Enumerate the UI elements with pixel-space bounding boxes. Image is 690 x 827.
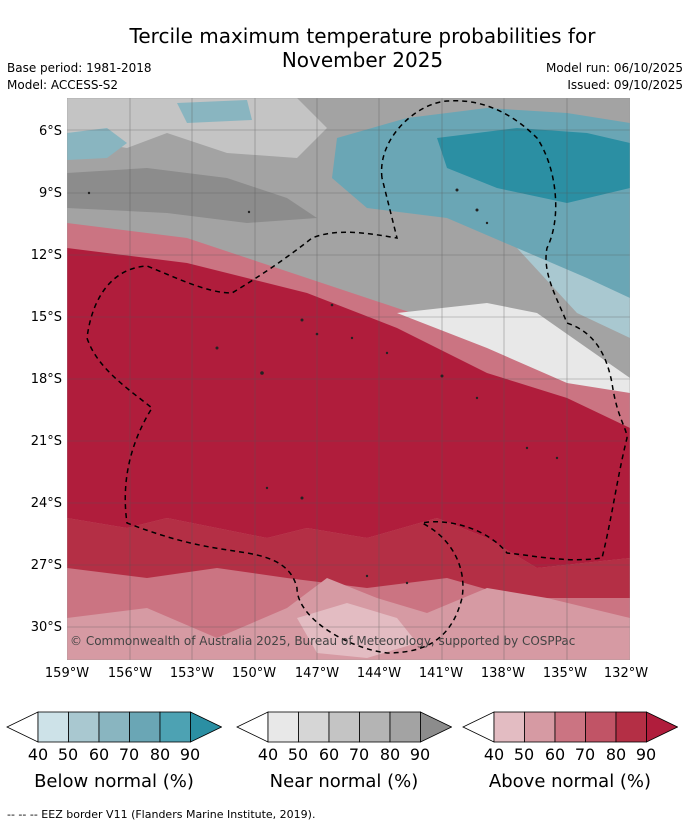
- cbar-tick: 50: [287, 745, 309, 764]
- cbar-segment: [37, 711, 69, 743]
- eez-legend-note: -- -- -- EEZ border V11 (Flanders Marine…: [7, 808, 316, 821]
- cbar-tick: 90: [409, 745, 431, 764]
- lon-label: 147°W: [294, 666, 340, 681]
- cbar-tick: 60: [88, 745, 110, 764]
- cbar-tick: 90: [179, 745, 201, 764]
- near-normal-pale: [397, 303, 630, 393]
- above-normal-80: [67, 518, 630, 598]
- cbar-segment: [359, 711, 391, 743]
- probability-map: [67, 98, 630, 660]
- islands: [87, 188, 559, 585]
- cbar-segment: [328, 711, 360, 743]
- below-normal-light: [517, 248, 630, 338]
- lon-label: 153°W: [169, 666, 215, 681]
- lat-label: 21°S: [30, 434, 62, 449]
- below-normal-core: [437, 128, 630, 203]
- lat-label: 27°S: [30, 558, 62, 573]
- issued-date: Issued: 09/10/2025: [567, 78, 683, 92]
- colorbar-below-title: Below normal (%): [34, 771, 194, 792]
- cbar-tick: 80: [149, 745, 171, 764]
- colorbar-above-title: Above normal (%): [488, 771, 652, 792]
- cbar-segment: [554, 711, 586, 743]
- colorbar-below: [6, 711, 222, 743]
- above-normal-50: [297, 603, 417, 658]
- cbar-extend-high: [190, 711, 222, 743]
- colorbar-near-title: Near normal (%): [269, 771, 419, 792]
- cbar-segment: [493, 711, 525, 743]
- cbar-tick: 70: [348, 745, 370, 764]
- copyright-notice: © Commonwealth of Australia 2025, Bureau…: [70, 634, 576, 648]
- lon-label: 132°W: [603, 666, 649, 681]
- cbar-tick: 60: [318, 745, 340, 764]
- cbar-segment: [159, 711, 191, 743]
- title-line-1: Tercile maximum temperature probabilitie…: [129, 24, 596, 48]
- cbar-tick: 50: [513, 745, 535, 764]
- meta-right: Model run: 06/10/2025 Issued: 09/10/2025: [546, 60, 683, 94]
- cbar-segment: [615, 711, 647, 743]
- lat-label: 18°S: [30, 372, 62, 387]
- cbar-segment: [524, 711, 556, 743]
- model-run: Model run: 06/10/2025: [545, 61, 683, 75]
- lat-label: 24°S: [30, 496, 62, 511]
- colorbar-above: [462, 711, 678, 743]
- cbar-tick: 80: [379, 745, 401, 764]
- cbar-tick: 60: [544, 745, 566, 764]
- cbar-tick: 40: [257, 745, 279, 764]
- cbar-segment: [129, 711, 161, 743]
- meta-left: Base period: 1981-2018 Model: ACCESS-S2: [7, 60, 152, 94]
- above-normal-core: [67, 248, 630, 568]
- cbar-segment: [68, 711, 100, 743]
- lon-label: 141°W: [418, 666, 464, 681]
- colorbar-near: [236, 711, 452, 743]
- lon-label: 144°W: [356, 666, 402, 681]
- cbar-tick: 70: [574, 745, 596, 764]
- lon-label: 156°W: [107, 666, 153, 681]
- cbar-extend-high: [646, 711, 678, 743]
- map-title: Tercile maximum temperature probabilitie…: [0, 24, 690, 72]
- lon-label: 159°W: [44, 666, 90, 681]
- below-normal-patch-n: [177, 100, 252, 123]
- cbar-segment: [389, 711, 421, 743]
- cbar-extend-high: [420, 711, 452, 743]
- base-period: Base period: 1981-2018: [7, 61, 152, 75]
- cbar-segment: [298, 711, 330, 743]
- lat-label: 12°S: [30, 248, 62, 263]
- title-line-2: November 2025: [281, 48, 444, 72]
- graticule: [67, 98, 630, 660]
- lat-label: 30°S: [30, 620, 62, 635]
- cbar-segment: [267, 711, 299, 743]
- cbar-extend-low: [462, 711, 495, 743]
- lon-label: 135°W: [542, 666, 588, 681]
- cbar-tick: 40: [27, 745, 49, 764]
- lat-label: 6°S: [38, 124, 62, 139]
- cbar-segment: [98, 711, 130, 743]
- cbar-tick: 50: [57, 745, 79, 764]
- model-name: Model: ACCESS-S2: [7, 78, 119, 92]
- cbar-extend-low: [6, 711, 39, 743]
- cbar-tick: 70: [118, 745, 140, 764]
- eez-borders: [86, 99, 628, 654]
- cbar-tick: 80: [605, 745, 627, 764]
- lat-label: 15°S: [30, 310, 62, 325]
- below-normal-patch-nw: [67, 128, 127, 160]
- cbar-tick: 90: [635, 745, 657, 764]
- near-normal-light: [67, 98, 327, 158]
- cbar-tick: 40: [483, 745, 505, 764]
- lon-label: 138°W: [480, 666, 526, 681]
- lat-label: 9°S: [38, 186, 62, 201]
- cbar-extend-low: [236, 711, 269, 743]
- cbar-segment: [585, 711, 617, 743]
- lon-label: 150°W: [231, 666, 277, 681]
